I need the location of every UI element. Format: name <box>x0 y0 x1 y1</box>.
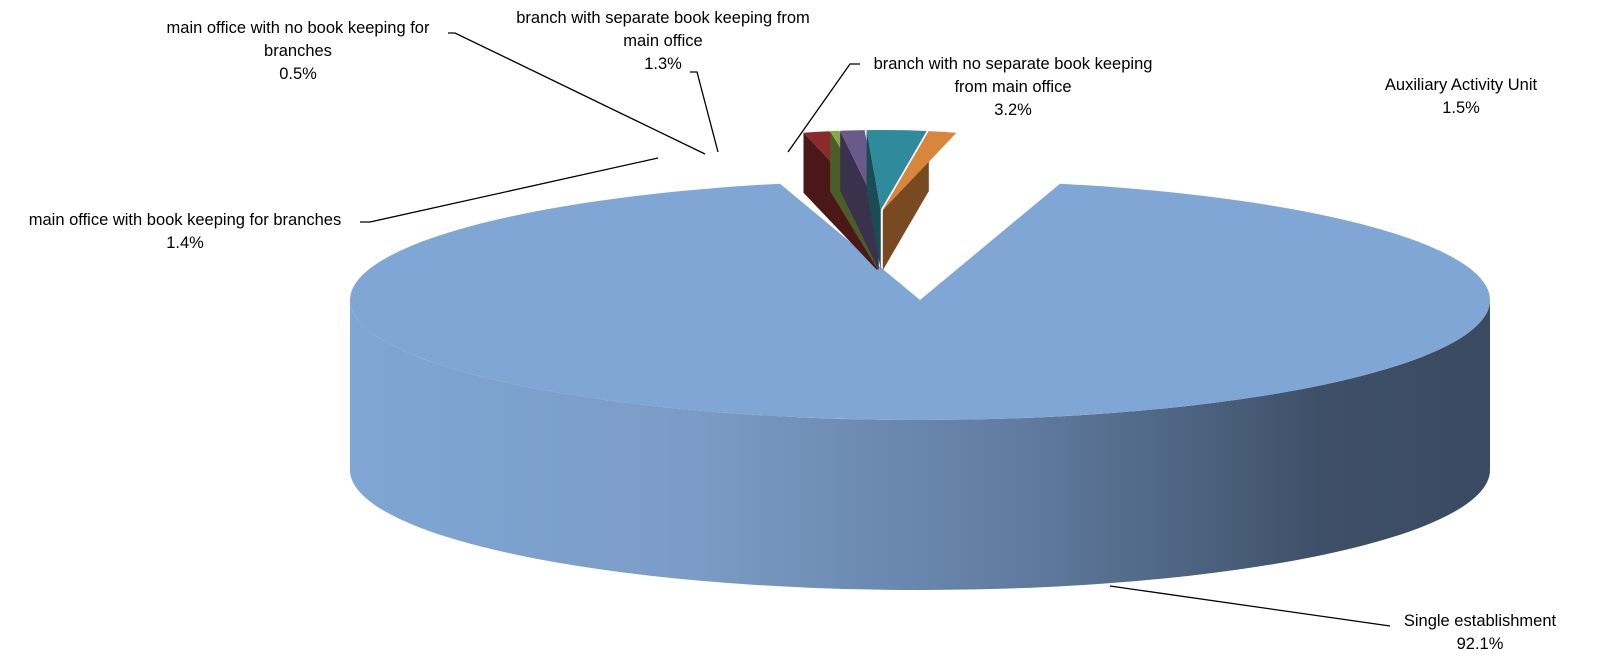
leader-line-branch-with-no-separate-book-keeping-from-main-office <box>787 63 860 153</box>
pie-slice-single-establishment-side <box>350 300 1490 590</box>
leader-line-main-office-with-book-keeping-for-branches <box>360 157 659 223</box>
pie-slice-single-establishment-top <box>350 183 1490 421</box>
pie-slice-branch-with-separate-book-keeping-from-main-office-side <box>840 130 879 271</box>
slice-value-label: 1.5% <box>1442 99 1480 117</box>
slice-name-line: branch with separate book keeping from <box>516 9 810 27</box>
slices-layer <box>350 130 1490 590</box>
slice-label-main-office-with-book-keeping-for-branches: main office with book keeping for branch… <box>29 211 341 252</box>
slice-name-line: Single establishment <box>1404 612 1557 630</box>
pie-slice-single-establishment <box>350 183 1490 590</box>
slice-label-auxiliary-activity-unit: Auxiliary Activity Unit 1.5% <box>1385 76 1538 117</box>
slice-value-label: 1.4% <box>166 234 204 252</box>
pie-slice-auxiliary-activity-unit-top <box>882 131 957 211</box>
slice-label-branch-with-no-separate-book-keeping-from-main-office: branch with no separate book keeping from… <box>874 55 1153 119</box>
slice-name-line: branch with no separate book keeping <box>874 55 1153 73</box>
slice-label-main-office-with-no-book-keeping-for-branches: main office with no book keeping for bran… <box>167 19 430 83</box>
slice-name-line: main office with no book keeping for <box>167 19 430 37</box>
leader-lines-layer <box>360 32 1391 627</box>
slice-name-line: from main office <box>954 78 1071 96</box>
labels-layer: Single establishment 92.1% main office wit… <box>29 9 1557 653</box>
leader-line-single-establishment <box>1109 585 1391 627</box>
slice-value-label: 3.2% <box>994 101 1032 119</box>
slice-name-line: main office with book keeping for branch… <box>29 211 341 229</box>
leader-line-branch-with-separate-book-keeping-from-main-office <box>690 71 719 153</box>
slice-name-line: main office <box>623 32 703 50</box>
pie-slice-branch-with-no-separate-book-keeping-from-main-office-top <box>866 130 927 211</box>
slice-value-label: 92.1% <box>1457 635 1504 653</box>
slice-label-branch-with-separate-book-keeping-from-main-office: branch with separate book keeping from ma… <box>516 9 810 73</box>
slice-label-single-establishment: Single establishment 92.1% <box>1404 612 1557 653</box>
slice-value-label: 1.3% <box>644 55 682 73</box>
pie-slice-auxiliary-activity-unit <box>882 131 957 271</box>
pie-slice-branch-with-no-separate-book-keeping-from-main-office-side <box>866 130 881 271</box>
slice-name-line: branches <box>264 42 332 60</box>
pie-slice-branch-with-no-separate-book-keeping-from-main-office <box>866 130 927 271</box>
slice-name-line: Auxiliary Activity Unit <box>1385 76 1538 94</box>
slice-value-label: 0.5% <box>279 65 317 83</box>
leader-line-main-office-with-no-book-keeping-for-branches <box>448 32 706 155</box>
